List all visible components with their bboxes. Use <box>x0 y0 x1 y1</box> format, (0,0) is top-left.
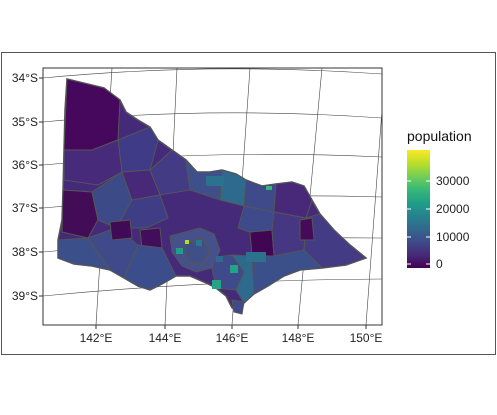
district-dark-1 <box>109 219 133 241</box>
metro-high-pop-2 <box>212 280 221 289</box>
y-tick-label-35: 35°S <box>12 115 38 129</box>
x-axis: 142°E 144°E 146°E 148°E 150°E <box>80 325 383 345</box>
y-tick-label-38: 38°S <box>12 245 38 259</box>
legend-label-30000: 30000 <box>436 174 470 188</box>
metro-high-pop-1 <box>176 248 183 254</box>
south-highlight <box>185 240 189 244</box>
graticule-lat-34 <box>43 68 382 79</box>
y-tick-label-34: 34°S <box>12 71 38 85</box>
legend-title: population <box>407 128 472 144</box>
district-west-1 <box>63 139 123 186</box>
east-mid-pop <box>246 252 266 262</box>
metro-mid-pop-1 <box>196 240 202 246</box>
legend-colorbar <box>407 150 430 268</box>
x-tick-label-142: 142°E <box>80 331 113 345</box>
graticule-lon-150 <box>365 109 382 325</box>
district-gippsland-3 <box>251 249 324 295</box>
district-gippsland-1 <box>237 205 275 233</box>
y-tick-label-36: 36°S <box>12 158 38 172</box>
legend: population 30000 20000 10000 0 <box>407 128 472 271</box>
district-dark-2 <box>139 227 163 249</box>
figure-border <box>1 52 496 355</box>
north-high-pop <box>266 186 272 190</box>
y-tick-label-37: 37°S <box>12 201 38 215</box>
y-axis: 34°S 35°S 36°S 37°S 38°S 39°S <box>12 71 43 303</box>
district-far-west <box>61 189 99 239</box>
map-panel: 34°S 35°S 36°S 37°S 38°S 39°S 142°E 144°… <box>12 67 383 345</box>
x-tick-label-146: 146°E <box>216 331 249 345</box>
x-tick-label-144: 144°E <box>149 331 182 345</box>
metro-high-pop-3 <box>230 265 238 273</box>
metro-dense <box>183 237 211 265</box>
y-tick-label-39: 39°S <box>12 289 38 303</box>
district-south-central <box>123 244 177 291</box>
district-east-rect <box>299 217 315 241</box>
legend-label-20000: 20000 <box>436 202 470 216</box>
wilsons-promontory <box>231 299 245 315</box>
legend-label-0: 0 <box>436 257 443 271</box>
legend-label-10000: 10000 <box>436 230 470 244</box>
north-mid-pop <box>206 176 224 186</box>
x-tick-label-150: 150°E <box>350 331 383 345</box>
victoria-map <box>57 78 368 315</box>
metro-mid-pop-2 <box>216 256 223 262</box>
x-tick-label-148: 148°E <box>282 331 315 345</box>
